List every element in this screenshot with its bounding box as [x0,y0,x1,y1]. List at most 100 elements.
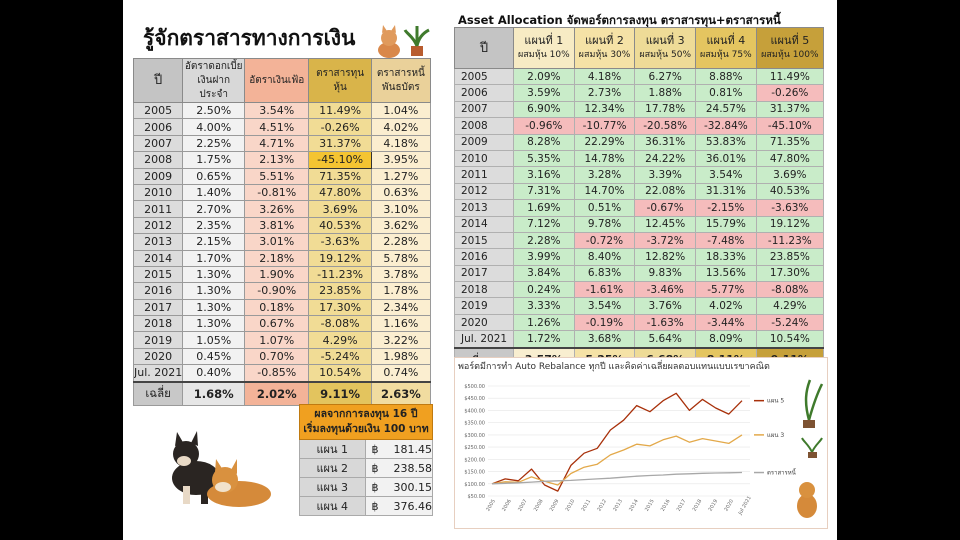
x-tick-label: 2019 [708,498,720,512]
header-plan-2: แผนที่ 2 ผสมหุ้น 30% [573,27,636,69]
table-row: 2009 8.28% 22.29% 36.31% 53.83% 71.35% [454,133,825,151]
plan-label: แผน 4 [299,496,366,516]
dogs-illustration [172,431,271,507]
value-cell: 3.22% [370,331,432,349]
value-cell: 17.30% [755,264,825,283]
plant-pot-icon [808,452,817,458]
y-tick-label: $100.00 [464,482,485,488]
header-plan-3: แผนที่ 3 ผสมหุ้น 50% [634,27,697,69]
value-cell: 4.18% [370,134,432,153]
average-value: 2.02% [244,380,310,406]
header-equity: ตราสารทุน หุ้น [308,58,372,103]
table-row: 2008 1.75% 2.13% -45.10% 3.95% [132,151,432,169]
plan-label: แผน 1 [299,439,366,459]
table-row: 2010 5.35% 14.78% 24.22% 36.01% 47.80% [454,149,825,168]
table-row: 2017 1.30% 0.18% 17.30% 2.34% [132,298,432,317]
value-cell: 2.50% [182,101,246,120]
year-cell: 2019 [454,297,514,315]
x-tick-label: 2017 [676,498,688,512]
value-cell: 1.69% [513,199,575,217]
value-cell: 14.70% [573,182,636,201]
value-cell: 8.28% [513,133,575,151]
value-cell: -11.23% [755,231,825,250]
value-cell: -1.63% [634,313,697,332]
x-tick-label: 2010 [565,498,577,512]
value-cell: 4.00% [182,118,246,136]
result-row: แผน 3 ฿ 300.15 [299,477,433,497]
y-tick-label: $450.00 [464,396,485,402]
x-tick-label: 2013 [612,498,624,512]
x-tick-label: 2006 [501,498,513,512]
table-row: 2011 3.16% 3.28% 3.39% 3.54% 3.69% [454,166,825,184]
value-cell: 1.70% [182,249,246,267]
baht-icon: ฿ [371,499,379,513]
value-cell: 1.04% [370,101,432,120]
plan-mix: ผสมหุ้น 100% [761,50,819,60]
average-row: เฉลี่ย 1.68% 2.02% 9.11% 2.63% [132,380,432,406]
x-tick-label: 2018 [692,498,704,512]
value-cell: 4.29% [755,297,825,315]
allocation-title: Asset Allocation จัดพอร์ตการลงทุน ตราสาร… [458,13,781,27]
year-cell: 2015 [132,265,184,284]
plan-name: แผนที่ 3 [645,34,685,47]
x-tick-label: 2009 [549,498,561,512]
value-cell: 1.98% [370,347,432,366]
value-cell: 1.16% [370,315,432,333]
baht-icon: ฿ [371,461,379,475]
year-cell: Jul. 2021 [454,330,514,349]
value-cell: 1.26% [513,313,575,332]
value-cell: -45.10% [308,151,372,169]
value-cell: 31.31% [695,182,757,201]
header-plan-5: แผนที่ 5 ผสมหุ้น 100% [755,27,825,69]
x-tick-label: 2012 [596,498,608,512]
value-cell: 3.62% [370,216,432,235]
value-cell: 2.28% [513,231,575,250]
value-cell: 3.33% [513,297,575,315]
plan-name: แผนที่ 2 [585,34,624,47]
table-row: 2006 4.00% 4.51% -0.26% 4.02% [132,118,432,136]
year-cell: 2020 [132,347,184,366]
table-row: 2007 6.90% 12.34% 17.78% 24.57% 31.37% [454,100,825,119]
series-line-1 [491,392,743,492]
value-cell: 3.54% [695,166,757,184]
year-cell: 2015 [454,231,514,250]
y-tick-label: $500.00 [464,384,485,390]
plan-mix: ผสมหุ้น 10% [518,50,570,60]
average-value: 1.68% [182,380,246,406]
value-cell: -20.58% [634,117,697,135]
portfolio-growth-chart: $50.00 $100.00 $150.00 $200.00 $250.00 $300.0… [464,379,824,518]
x-tick-label: 2016 [660,498,672,512]
y-tick-label: $400.00 [464,408,485,414]
y-tick-label: $50.00 [468,494,486,500]
value-cell: 5.78% [370,249,432,267]
table-row: 2005 2.09% 4.18% 6.27% 8.88% 11.49% [454,67,825,86]
value-cell: 1.75% [182,151,246,169]
value-cell: 7.31% [513,182,575,201]
plan-name: แผนที่ 5 [770,34,810,47]
table-row: 2020 0.45% 0.70% -5.24% 1.98% [132,347,432,366]
value-cell: 2.09% [513,67,575,86]
value-cell: 24.57% [695,100,757,119]
result-value-cell: ฿ 181.45 [364,439,433,459]
cat-plant-illustration [378,25,430,58]
value-cell: -0.72% [573,231,636,250]
value-cell: -5.24% [308,347,372,366]
value-cell: 10.54% [308,364,372,383]
year-cell: 2011 [132,200,184,218]
value-cell: -5.77% [695,281,757,299]
value-cell: 24.22% [634,149,697,168]
value-cell: 3.68% [573,330,636,349]
value-cell: -0.96% [513,117,575,135]
header-plan-4: แผนที่ 4 ผสมหุ้น 75% [695,27,757,69]
allocation-table: ปี แผนที่ 1 ผสมหุ้น 10% แผนที่ 2 ผสมหุ้น 30… [454,27,825,372]
value-cell: 3.28% [573,166,636,184]
table-row: 2016 3.99% 8.40% 12.82% 18.33% 23.85% [454,248,825,266]
year-cell: 2013 [132,233,184,251]
plan-name: แผนที่ 4 [706,34,746,47]
year-cell: 2009 [454,133,514,151]
value-cell: 6.90% [513,100,575,119]
value-cell: 1.30% [182,265,246,284]
value-cell: 1.90% [244,265,310,284]
value-cell: 23.85% [308,282,372,300]
value-cell: 40.53% [308,216,372,235]
